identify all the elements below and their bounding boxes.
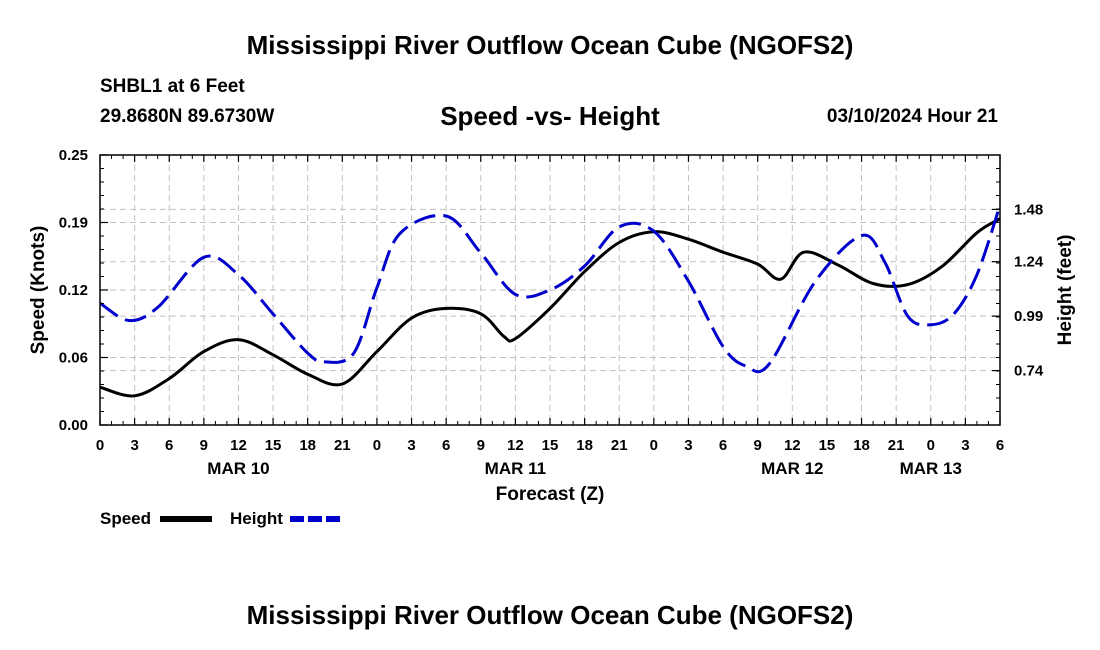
- x-tick-label: 9: [200, 437, 208, 454]
- x-tick-label: 6: [996, 437, 1004, 454]
- x-tick-label: 21: [611, 437, 628, 454]
- station-label: SHBL1 at 6 Feet: [100, 76, 245, 97]
- x-tick-label: 0: [373, 437, 381, 454]
- series-height-line: [99, 204, 1002, 374]
- x-tick-label: 0: [650, 437, 658, 454]
- y-left-tick-label: 0.25: [59, 147, 88, 164]
- coordinates-label: 29.8680N 89.6730W: [100, 106, 275, 127]
- legend-speed-swatch: [160, 516, 212, 522]
- forecast-datetime: 03/10/2024 Hour 21: [826, 106, 998, 127]
- x-tick-label: 12: [784, 437, 801, 454]
- x-tick-label: 18: [853, 437, 870, 454]
- day-label: MAR 10: [207, 459, 269, 478]
- grid-lines: [100, 155, 1000, 425]
- x-tick-label: 15: [819, 437, 836, 454]
- y-right-tick-label: 1.48: [1014, 201, 1043, 218]
- chart-title: Mississippi River Outflow Ocean Cube (NG…: [246, 30, 854, 60]
- legend-height-swatch: [290, 516, 342, 522]
- x-tick-label: 9: [754, 437, 762, 454]
- y-axis-left-title: Speed (Knots): [28, 226, 49, 355]
- y-axis-right-title: Height (feet): [1055, 235, 1076, 346]
- legend-speed: Speed: [100, 509, 151, 529]
- axis-ticks: [99, 154, 1001, 426]
- x-tick-label: 3: [407, 437, 415, 454]
- day-label: MAR 11: [485, 459, 546, 478]
- legend-speed-label: Speed: [100, 509, 152, 528]
- x-tick-label: 21: [334, 437, 351, 454]
- x-tick-label: 15: [265, 437, 282, 454]
- y-right-tick-label: 0.99: [1014, 308, 1043, 325]
- x-tick-label: 12: [230, 437, 247, 454]
- y-left-tick-label: 0.06: [59, 350, 88, 367]
- x-tick-label: 3: [684, 437, 692, 454]
- footer-title: Mississippi River Outflow Ocean Cube (NG…: [246, 600, 854, 630]
- x-tick-label: 6: [719, 437, 727, 454]
- legend-height: Height: [230, 509, 283, 529]
- x-tick-label: 3: [961, 437, 969, 454]
- y-right-tick-label: 1.24: [1014, 254, 1044, 271]
- day-label: MAR 12: [761, 459, 823, 478]
- x-tick-label: 0: [927, 437, 935, 454]
- x-tick-label: 21: [888, 437, 905, 454]
- x-tick-label: 15: [542, 437, 559, 454]
- x-tick-label: 0: [96, 437, 104, 454]
- series-lines: [99, 204, 1002, 398]
- y-left-tick-label: 0.00: [59, 417, 88, 434]
- axis-labels: 0 3 6 9 12 15 18 21 0 3 6 9 12 15 18 21 0 3 6 9 12 15 18 21 0 3 6 M…: [59, 147, 1044, 478]
- series-speed-line: [99, 217, 1001, 398]
- day-label: MAR 13: [900, 459, 962, 478]
- x-tick-label: 18: [576, 437, 593, 454]
- x-tick-label: 6: [165, 437, 173, 454]
- y-left-tick-label: 0.19: [59, 215, 88, 232]
- legend-height-label: Height: [230, 509, 283, 528]
- chart-subtitle: Speed -vs- Height: [440, 101, 660, 131]
- y-left-tick-label: 0.12: [59, 282, 88, 299]
- x-axis-title: Forecast (Z): [496, 484, 605, 505]
- x-tick-label: 6: [442, 437, 450, 454]
- y-right-tick-label: 0.74: [1014, 363, 1044, 380]
- x-tick-label: 9: [477, 437, 485, 454]
- x-tick-label: 3: [130, 437, 138, 454]
- x-tick-label: 12: [507, 437, 524, 454]
- speed-height-chart: 0 3 6 9 12 15 18 21 0 3 6 9 12 15 18 21 0 3 6 9 12 15 18 21 0 3 6 M…: [28, 147, 1076, 505]
- x-tick-label: 18: [299, 437, 316, 454]
